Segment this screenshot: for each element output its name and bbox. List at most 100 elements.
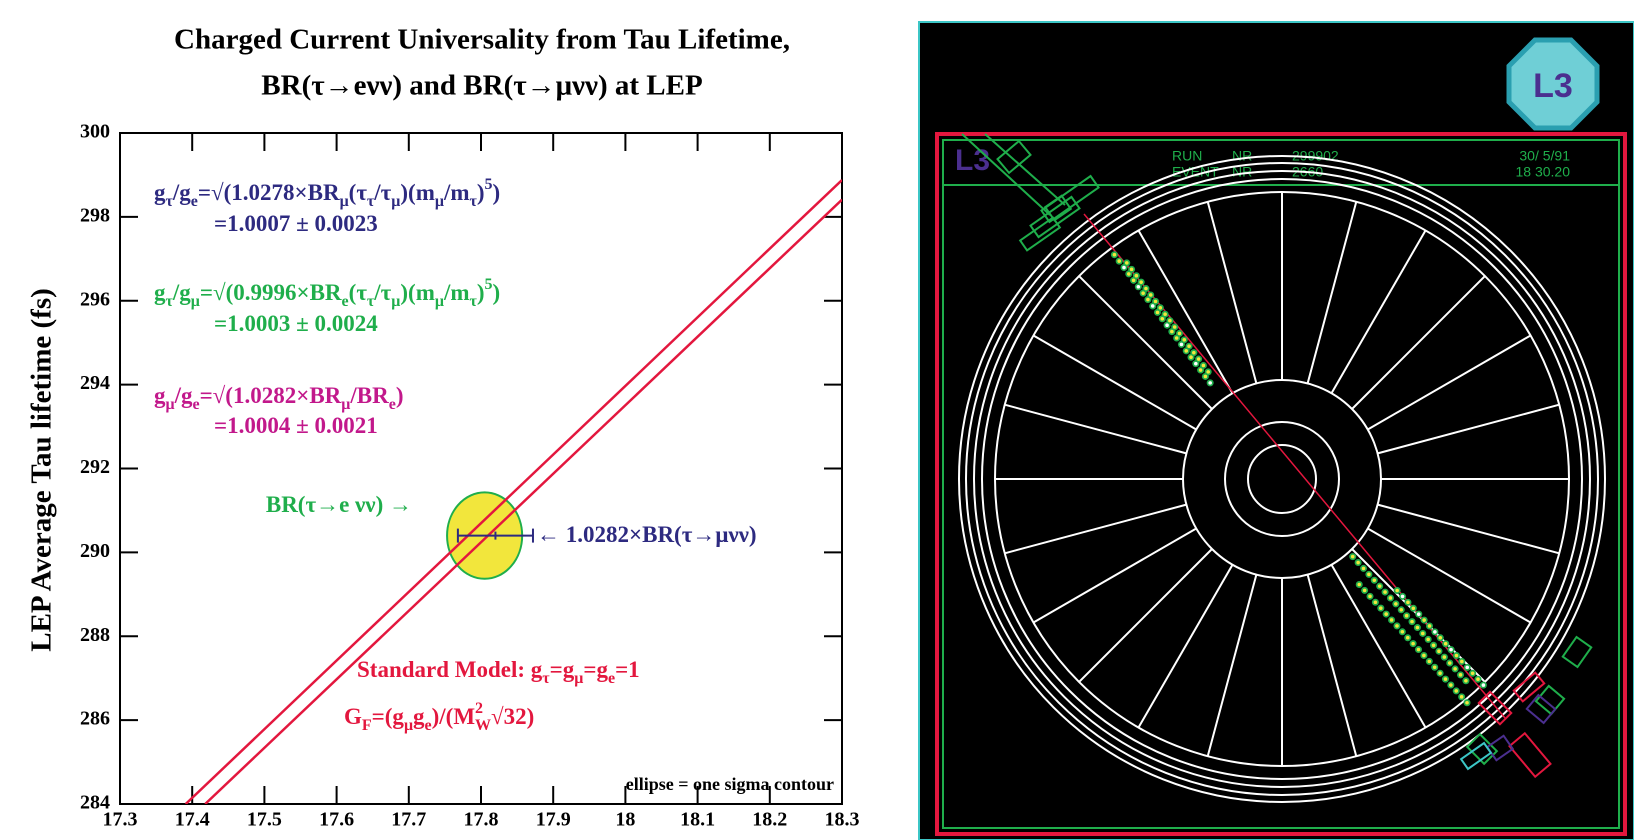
annotation-part: )(m bbox=[400, 280, 434, 305]
hit-core bbox=[1416, 626, 1420, 630]
annotation-part: /BR bbox=[349, 383, 389, 408]
y-tick-label: 294 bbox=[80, 372, 110, 394]
annotation-part: G bbox=[344, 704, 362, 729]
annotation: gτ/gμ=√(0.9996×BRe(ττ/τμ)(mμ/mτ)5) bbox=[154, 276, 500, 310]
hit-core bbox=[1194, 362, 1198, 366]
hit-core bbox=[1384, 612, 1388, 616]
y-tick-label: 296 bbox=[80, 288, 110, 310]
x-tick-label: 17.6 bbox=[319, 809, 354, 831]
annotation: ellipse = one sigma contour bbox=[626, 774, 834, 794]
annotation-part: =√(0.9996×BR bbox=[200, 280, 342, 305]
x-tick-label: 17.7 bbox=[391, 809, 426, 831]
annotation-part: =1.0007 ± 0.0023 bbox=[214, 211, 378, 236]
hit-core bbox=[1432, 643, 1436, 647]
annotation-part: μ bbox=[341, 396, 350, 413]
hit-core bbox=[1476, 677, 1480, 681]
annotation-part: /g bbox=[172, 180, 191, 205]
annotation-part: W bbox=[475, 717, 491, 734]
y-tick-label: 300 bbox=[80, 121, 110, 143]
hit-core bbox=[1189, 355, 1193, 359]
x-tick-label: 18.3 bbox=[825, 809, 860, 831]
x-tick-label: 17.4 bbox=[175, 809, 210, 831]
hit-core bbox=[1449, 648, 1453, 652]
annotation-part: g bbox=[154, 383, 166, 408]
annotation-part: μ bbox=[391, 293, 400, 310]
annotation-part: =1.0004 ± 0.0021 bbox=[214, 413, 378, 438]
annotation-part: g bbox=[154, 180, 166, 205]
hit-core bbox=[1206, 370, 1210, 374]
hit-core bbox=[1372, 578, 1376, 582]
run-label: RUN bbox=[1172, 148, 1202, 164]
x-tick-label: 17.5 bbox=[247, 809, 282, 831]
hit-core bbox=[1417, 612, 1421, 616]
annotation-part: =g bbox=[550, 657, 575, 682]
hit-core bbox=[1433, 665, 1437, 669]
hit-core bbox=[1437, 649, 1441, 653]
hit-core bbox=[1411, 642, 1415, 646]
hit-core bbox=[1453, 667, 1457, 671]
annotation-part: g bbox=[154, 280, 166, 305]
event-date: 30/ 5/91 bbox=[1519, 148, 1570, 164]
hit-core bbox=[1395, 589, 1399, 593]
annotation-part: /g bbox=[174, 383, 193, 408]
annotation-part: μ bbox=[574, 670, 583, 687]
hit-core bbox=[1444, 677, 1448, 681]
hit-core bbox=[1394, 602, 1398, 606]
annotation: gτ/ge=√(1.0278×BRμ(ττ/τμ)(mμ/mτ)5) bbox=[154, 176, 500, 210]
annotation-part: g bbox=[413, 704, 425, 729]
hit-core bbox=[1202, 364, 1206, 368]
annotation-part: ) bbox=[477, 280, 485, 305]
hit-core bbox=[1204, 375, 1208, 379]
hit-core bbox=[1438, 671, 1442, 675]
hit-core bbox=[1149, 293, 1153, 297]
y-tick-label: 292 bbox=[80, 456, 110, 478]
annotation-part: F bbox=[362, 717, 372, 734]
hit-core bbox=[1113, 253, 1117, 257]
x-tick-label: 17.3 bbox=[103, 809, 138, 831]
annotation-part: e bbox=[425, 717, 432, 734]
annotation-part: /m bbox=[443, 180, 470, 205]
hit-core bbox=[1141, 291, 1145, 295]
hit-core bbox=[1154, 300, 1158, 304]
y-axis-label: LEP Average Tau lifetime (fs) bbox=[26, 288, 58, 652]
hit-core bbox=[1426, 638, 1430, 642]
hit-core bbox=[1427, 660, 1431, 664]
hit-core bbox=[1363, 589, 1367, 593]
hit-core bbox=[1180, 343, 1184, 347]
annotation: ← 1.0282×BR(τ→μνν) bbox=[537, 522, 757, 547]
hit-core bbox=[1178, 332, 1182, 336]
annotation-part: μ bbox=[435, 293, 444, 310]
annotation: =1.0004 ± 0.0021 bbox=[214, 413, 378, 438]
hit-core bbox=[1130, 268, 1134, 272]
annotation-part: 5 bbox=[485, 276, 493, 293]
hit-core bbox=[1389, 596, 1393, 600]
annotation: =1.0003 ± 0.0024 bbox=[214, 311, 378, 336]
hit-core bbox=[1471, 671, 1475, 675]
hit-core bbox=[1459, 673, 1463, 677]
annotation-part: μ bbox=[435, 193, 444, 210]
y-tick-label: 298 bbox=[80, 204, 110, 226]
y-tick-label: 288 bbox=[80, 624, 110, 646]
annotation-part: μ bbox=[340, 193, 349, 210]
hit-core bbox=[1362, 567, 1366, 571]
run-nr-label: NR bbox=[1232, 148, 1252, 164]
annotation-part: =1.0003 ± 0.0024 bbox=[214, 311, 378, 336]
hit-core bbox=[1383, 590, 1387, 594]
hit-core bbox=[1197, 357, 1201, 361]
hit-core bbox=[1151, 304, 1155, 308]
hit-core bbox=[1357, 583, 1361, 587]
hit-core bbox=[1482, 683, 1486, 687]
chart-title: Charged Current Universality from Tau Li… bbox=[174, 24, 790, 56]
annotation-part: μ bbox=[404, 717, 413, 734]
hit-core bbox=[1137, 285, 1141, 289]
annotation-part: (τ bbox=[349, 180, 368, 205]
annotation-part: ) bbox=[396, 383, 404, 408]
hit-core bbox=[1156, 311, 1160, 315]
hit-core bbox=[1192, 351, 1196, 355]
hit-core bbox=[1159, 306, 1163, 310]
annotation: Standard Model: gτ=gμ=ge=1 bbox=[357, 657, 640, 686]
annotation: GF=(gμge)/(M2W√32) bbox=[344, 700, 534, 734]
hit-core bbox=[1146, 298, 1150, 302]
hit-core bbox=[1421, 632, 1425, 636]
